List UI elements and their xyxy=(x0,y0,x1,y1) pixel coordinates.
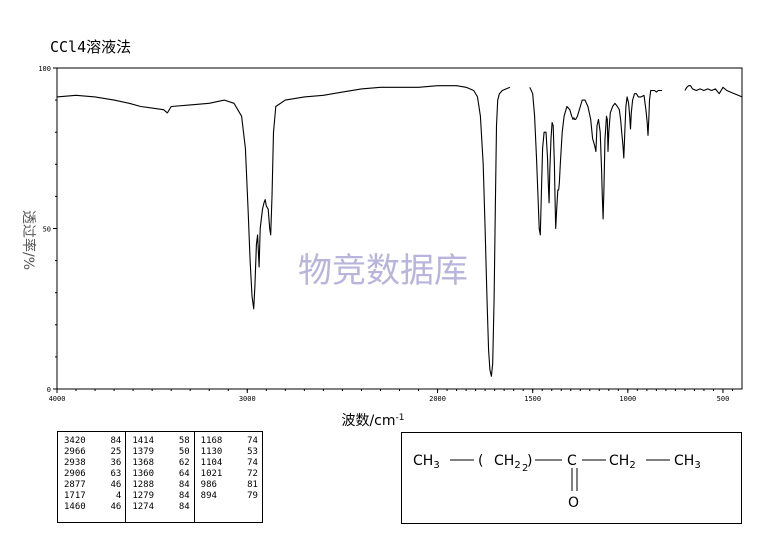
peak-wavenumber: 2906 xyxy=(64,469,86,479)
peak-wavenumber: 1368 xyxy=(132,458,155,468)
peak-wavenumber: 2938 xyxy=(64,458,86,468)
peak-wavenumber: 1360 xyxy=(132,469,155,479)
peak-row: 2877 46 xyxy=(64,480,121,491)
peak-wavenumber: 1288 xyxy=(132,480,155,490)
peak-transmittance: 36 xyxy=(110,458,122,468)
peak-row: 1360 64 xyxy=(132,469,189,480)
peak-wavenumber: 2877 xyxy=(64,480,86,490)
peak-row: 1414 58 xyxy=(132,436,189,447)
x-tick-label: 3000 xyxy=(239,395,256,403)
peak-transmittance: 25 xyxy=(110,447,122,457)
peak-row: 1379 50 xyxy=(132,447,189,458)
peak-transmittance: 79 xyxy=(247,491,258,501)
peak-transmittance: 84 xyxy=(178,480,190,490)
peak-wavenumber: 1379 xyxy=(132,447,155,457)
peak-table: 3420 84 2966 25 2938 36 2906 63 2877 46 1717 4 1460 4… xyxy=(57,431,263,523)
peak-row: 1274 84 xyxy=(132,502,189,513)
peak-row: 2966 25 xyxy=(64,447,121,458)
peak-row: 1460 46 xyxy=(64,502,121,513)
x-tick-label: 1500 xyxy=(524,395,541,403)
repeat-count: 2 xyxy=(522,463,528,474)
peak-row: 894 79 xyxy=(201,491,258,502)
peak-row: 1168 74 xyxy=(201,436,258,447)
ch3-right: CH3 xyxy=(674,453,701,471)
peak-wavenumber: 1021 xyxy=(200,469,223,479)
spectrum-line-segment xyxy=(529,87,663,236)
peak-wavenumber: 986 xyxy=(200,480,217,490)
peak-transmittance: 4 xyxy=(115,491,122,501)
peak-row: 1368 62 xyxy=(132,458,189,469)
carbonyl-carbon: C xyxy=(567,453,577,469)
peak-transmittance: 84 xyxy=(110,436,122,446)
peak-wavenumber: 1104 xyxy=(200,458,223,468)
peak-row: 2906 63 xyxy=(64,469,121,480)
peak-transmittance: 72 xyxy=(247,469,258,479)
spectrum-line-segment xyxy=(56,85,511,377)
peak-row: 1717 4 xyxy=(64,491,121,502)
peak-wavenumber: 1274 xyxy=(132,502,155,512)
peak-wavenumber: 1460 xyxy=(64,502,86,512)
peak-transmittance: 58 xyxy=(178,436,190,446)
ch2-right: CH2 xyxy=(609,453,636,471)
peak-row: 1021 72 xyxy=(201,469,258,480)
y-tick-label: 50 xyxy=(43,226,51,234)
y-tick-label: 0 xyxy=(47,386,51,394)
x-tick-label: 500 xyxy=(717,395,730,403)
plot-frame xyxy=(56,67,743,390)
peak-wavenumber: 1717 xyxy=(64,491,86,501)
paren-close: ) xyxy=(527,453,532,469)
peak-transmittance: 46 xyxy=(110,480,122,490)
x-tick-label: 1000 xyxy=(619,395,636,403)
peak-transmittance: 46 xyxy=(110,502,122,512)
peak-row: 3420 84 xyxy=(64,436,121,447)
peak-wavenumber: 2966 xyxy=(64,447,86,457)
peak-wavenumber: 1168 xyxy=(200,436,223,446)
x-tick-label: 4000 xyxy=(49,395,66,403)
spectrum-title: CCl4溶液法 xyxy=(50,38,132,56)
peak-transmittance: 63 xyxy=(110,469,122,479)
peak-column: 1414 58 1379 50 1368 62 1360 64 1288 84 1279 84 1274… xyxy=(125,432,193,522)
peak-transmittance: 74 xyxy=(247,436,258,446)
x-axis-title-sup: -1 xyxy=(396,413,405,423)
peak-row: 2938 36 xyxy=(64,458,121,469)
x-axis-title: 波数/cm-1 xyxy=(341,413,404,429)
peak-wavenumber: 3420 xyxy=(64,436,86,446)
peak-column: 3420 84 2966 25 2938 36 2906 63 2877 46 1717 4 1460 4… xyxy=(58,432,125,522)
peak-wavenumber: 1279 xyxy=(132,491,155,501)
y-tick-label: 100 xyxy=(38,65,51,73)
structure-formula: CH3 ( CH2 ) 2 C O CH2 CH3 xyxy=(401,432,742,524)
y-axis-ticks: 0 50 100 xyxy=(38,65,57,394)
x-axis-ticks: 4000 3000 2000 1500 1000 500 xyxy=(49,389,733,403)
peak-transmittance: 84 xyxy=(178,491,190,501)
y-axis-title: 透过率/% xyxy=(20,210,37,270)
peak-transmittance: 74 xyxy=(247,458,258,468)
peak-row: 1130 53 xyxy=(201,447,258,458)
peak-transmittance: 84 xyxy=(178,502,190,512)
peak-transmittance: 64 xyxy=(178,469,190,479)
x-tick-label: 2000 xyxy=(429,395,446,403)
ch3-left: CH3 xyxy=(413,453,440,471)
peak-row: 1104 74 xyxy=(201,458,258,469)
oxygen: O xyxy=(568,495,579,511)
x-axis-title-main: 波数/cm xyxy=(341,413,395,429)
peak-row: 1288 84 xyxy=(132,480,189,491)
peak-wavenumber: 894 xyxy=(200,491,217,501)
peak-transmittance: 50 xyxy=(178,447,190,457)
paren-open: ( xyxy=(478,453,483,469)
peak-row: 1279 84 xyxy=(132,491,189,502)
peak-transmittance: 53 xyxy=(247,447,258,457)
spectrum-line-segment xyxy=(684,85,743,98)
peak-transmittance: 81 xyxy=(247,480,258,490)
peak-transmittance: 62 xyxy=(178,458,190,468)
ch2-group: CH2 xyxy=(494,453,521,471)
peak-wavenumber: 1130 xyxy=(200,447,223,457)
transmittance-series xyxy=(56,85,743,377)
peak-row: 986 81 xyxy=(201,480,258,491)
peak-column: 1168 74 1130 53 1104 74 1021 72 986 81 894 79 xyxy=(193,432,262,522)
watermark: 物竞数据库 xyxy=(298,251,468,291)
peak-wavenumber: 1414 xyxy=(132,436,155,446)
